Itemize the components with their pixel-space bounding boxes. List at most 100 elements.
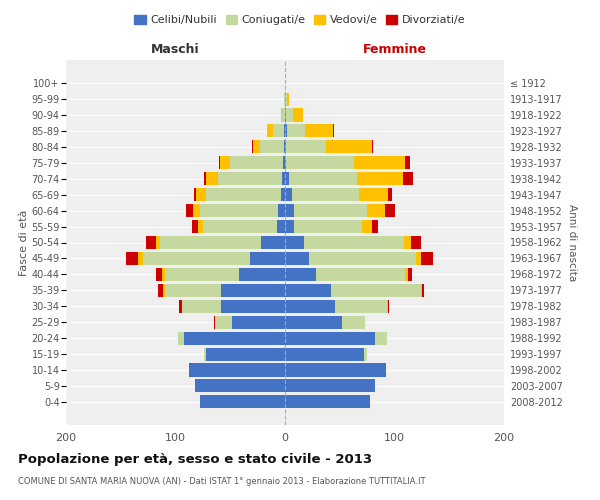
Bar <box>250 252 285 265</box>
Bar <box>285 236 404 249</box>
Bar <box>285 332 387 344</box>
Bar <box>199 220 285 233</box>
Bar <box>204 348 285 360</box>
Bar <box>285 156 354 170</box>
Bar <box>156 268 285 281</box>
Bar <box>143 252 285 265</box>
Bar <box>284 92 285 106</box>
Bar <box>194 188 285 201</box>
Bar <box>281 188 285 201</box>
Bar <box>285 316 365 328</box>
Y-axis label: Anni di nascita: Anni di nascita <box>567 204 577 281</box>
Bar <box>285 364 386 376</box>
Bar <box>285 188 388 201</box>
Text: COMUNE DI SANTA MARIA NUOVA (AN) - Dati ISTAT 1° gennaio 2013 - Elaborazione TUT: COMUNE DI SANTA MARIA NUOVA (AN) - Dati … <box>18 478 425 486</box>
Bar <box>252 140 285 153</box>
Bar <box>285 108 302 122</box>
Bar <box>285 348 367 360</box>
Bar <box>285 332 375 344</box>
Bar <box>285 156 406 170</box>
Bar <box>285 92 289 106</box>
Bar <box>196 188 285 201</box>
Bar <box>261 236 285 249</box>
Bar <box>283 156 285 170</box>
Bar <box>285 140 286 153</box>
Bar <box>285 268 406 281</box>
Bar <box>285 108 302 122</box>
Bar <box>164 284 285 297</box>
Bar <box>285 156 410 170</box>
Bar <box>285 172 289 186</box>
Bar <box>188 364 285 376</box>
Bar <box>285 124 334 138</box>
Bar <box>200 396 285 408</box>
Bar <box>285 380 375 392</box>
Bar <box>239 268 285 281</box>
Bar <box>206 172 285 186</box>
Bar <box>285 316 342 328</box>
Bar <box>285 188 292 201</box>
Bar <box>285 380 375 392</box>
Bar <box>285 316 365 328</box>
Bar <box>178 332 285 344</box>
Bar <box>163 268 285 281</box>
Bar <box>193 204 285 217</box>
Bar <box>126 252 285 265</box>
Bar <box>285 236 304 249</box>
Bar <box>285 284 421 297</box>
Bar <box>285 300 387 313</box>
Bar <box>195 380 285 392</box>
Bar <box>285 380 375 392</box>
Bar <box>195 380 285 392</box>
Bar <box>285 124 287 138</box>
Bar <box>285 252 309 265</box>
Bar <box>285 252 416 265</box>
Bar <box>285 284 422 297</box>
Bar <box>285 220 378 233</box>
Bar <box>285 396 370 408</box>
Bar <box>188 364 285 376</box>
Bar <box>285 332 387 344</box>
Bar <box>160 236 285 249</box>
Bar <box>204 172 285 186</box>
Bar <box>285 396 370 408</box>
Bar <box>285 172 357 186</box>
Bar <box>285 220 371 233</box>
Y-axis label: Fasce di età: Fasce di età <box>19 210 29 276</box>
Bar <box>200 396 285 408</box>
Bar <box>215 316 285 328</box>
Bar <box>285 268 316 281</box>
Bar <box>285 284 424 297</box>
Bar <box>284 92 285 106</box>
Bar <box>268 124 285 138</box>
Bar <box>253 140 285 153</box>
Bar <box>230 156 285 170</box>
Bar <box>195 380 285 392</box>
Bar <box>285 108 293 122</box>
Bar <box>260 140 285 153</box>
Bar <box>285 188 392 201</box>
Bar <box>285 124 333 138</box>
Bar <box>285 268 407 281</box>
Bar <box>285 364 386 376</box>
Bar <box>214 316 285 328</box>
Bar <box>284 124 285 138</box>
Bar <box>138 252 285 265</box>
Bar <box>215 316 285 328</box>
Bar <box>285 300 335 313</box>
Bar <box>285 348 367 360</box>
Bar <box>284 140 285 153</box>
Bar <box>285 188 359 201</box>
Bar <box>277 220 285 233</box>
Bar <box>285 380 375 392</box>
Legend: Celibi/Nubili, Coniugati/e, Vedovi/e, Divorziati/e: Celibi/Nubili, Coniugati/e, Vedovi/e, Di… <box>130 10 470 30</box>
Bar <box>282 172 285 186</box>
Bar <box>285 316 365 328</box>
Bar <box>221 300 285 313</box>
Bar <box>281 108 285 122</box>
Bar <box>285 204 294 217</box>
Bar <box>273 124 285 138</box>
Bar <box>285 332 387 344</box>
Bar <box>285 140 371 153</box>
Bar <box>178 332 285 344</box>
